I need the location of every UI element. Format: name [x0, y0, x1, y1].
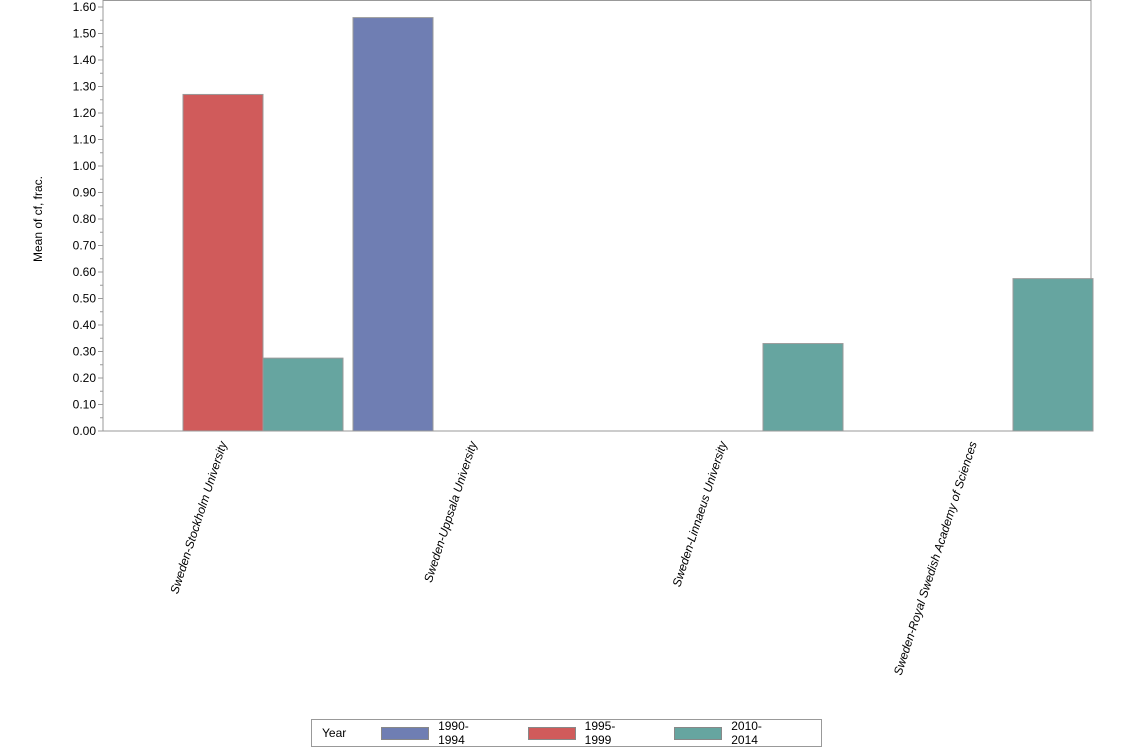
y-tick-label: 1.50 [73, 27, 97, 41]
y-tick-label: 0.20 [73, 371, 97, 385]
bar-1990-1994 [352, 17, 434, 432]
y-tick-label: 0.80 [73, 212, 97, 226]
legend-label: 2010-2014 [731, 719, 762, 747]
x-tick-label: Sweden-Royal Swedish Academy of Sciences [891, 440, 980, 677]
legend-swatch [381, 726, 430, 740]
x-tick-label: Sweden-Linnaeus University [670, 439, 731, 589]
y-tick-label: 1.10 [73, 133, 97, 147]
y-tick-label: 1.60 [73, 0, 97, 14]
y-axis-label: Mean of cf, frac. [31, 176, 45, 262]
y-tick-label: 0.70 [73, 239, 97, 253]
y-tick-label: 1.00 [73, 159, 97, 173]
plot-frame [102, 0, 1092, 432]
legend: Year 1990-1994 1995-1999 2010-2014 [311, 719, 822, 747]
legend-title: Year [322, 726, 347, 740]
y-tick-label: 0.90 [73, 186, 97, 200]
legend-item-1995-1999: 1995-1999 [527, 719, 640, 747]
legend-item-2010-2014: 2010-2014 [674, 719, 786, 747]
x-tick-label: Sweden-Stockholm University [167, 439, 230, 596]
y-tick-label: 0.60 [73, 265, 97, 279]
y-tick-label: 0.30 [73, 345, 97, 359]
bar-chart: 0.00 0.10 0.20 0.30 0.40 0.50 0.60 0.70 0.80 0.90… [31, 0, 1094, 677]
bar-2010-2014 [262, 357, 344, 432]
bar-1995-1999 [182, 93, 264, 432]
x-tick-label: Sweden-Uppsala University [421, 439, 480, 584]
legend-swatch [527, 726, 576, 740]
legend-label: 1995-1999 [584, 719, 616, 747]
y-tick-label: 1.30 [73, 80, 97, 94]
legend-label: 1990-1994 [438, 719, 469, 747]
y-tick-label: 0.50 [73, 292, 97, 306]
y-tick-label: 0.10 [73, 398, 97, 412]
y-tick-label: 1.40 [73, 53, 97, 67]
legend-item-1990-1994: 1990-1994 [381, 719, 493, 747]
y-tick-label: 0.00 [73, 424, 97, 438]
legend-swatch [674, 726, 723, 740]
bar-2010-2014 [1012, 278, 1094, 432]
bar-2010-2014 [762, 343, 844, 432]
y-tick-label: 0.40 [73, 318, 97, 332]
y-tick-label: 1.20 [73, 106, 97, 120]
